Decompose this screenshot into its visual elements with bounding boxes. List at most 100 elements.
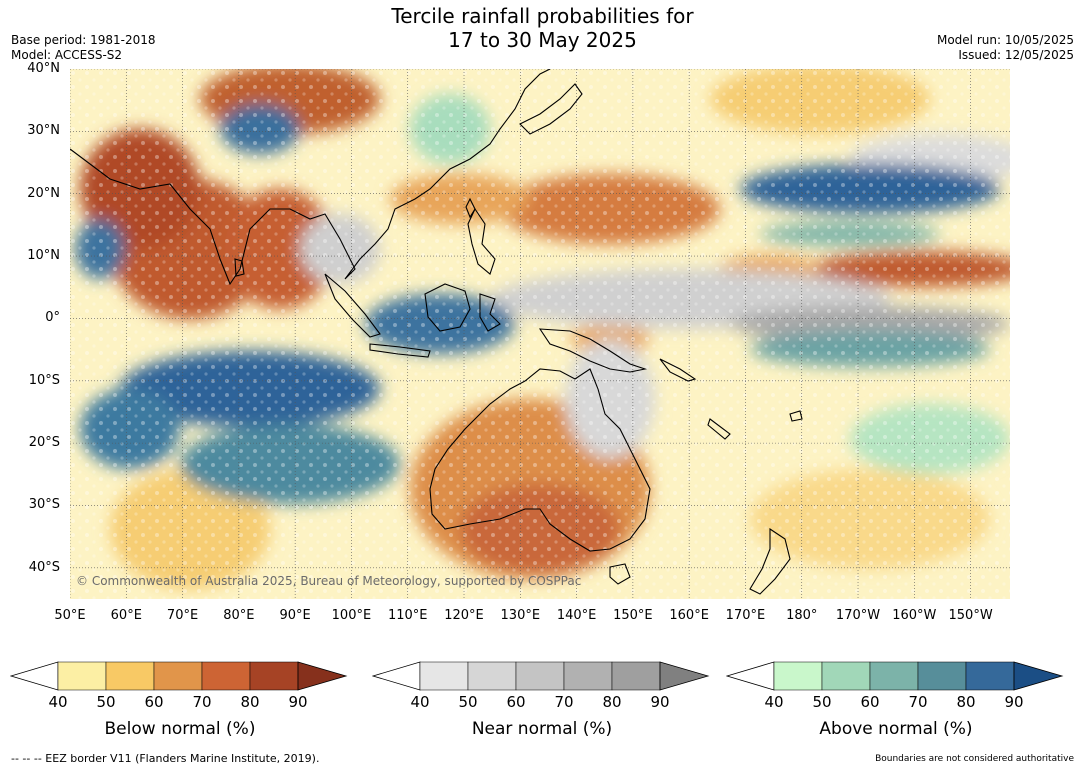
longitude-label: 80°E (223, 608, 255, 623)
above-normal-title: Above normal (%) (819, 719, 973, 739)
coast-java (369, 343, 431, 358)
longitude-label: 90°E (279, 608, 311, 623)
coast-taiwan (465, 197, 476, 219)
model-name: Model: ACCESS-S2 (11, 48, 123, 62)
coastlines (70, 69, 803, 595)
above-colorbar-tick-label: 80 (956, 693, 976, 711)
below-colorbar-swatch (201, 661, 251, 691)
latitude-label: 30°S (28, 497, 60, 513)
below-colorbar-swatch (153, 661, 203, 691)
longitude-label: 150°E (613, 608, 653, 623)
below-colorbar-max-triangle (297, 661, 348, 691)
latitude-label: 10°S (28, 372, 60, 388)
near-colorbar-swatch (611, 661, 661, 691)
below-colorbar-min-triangle (10, 661, 59, 691)
above-colorbar-tick-label: 90 (1004, 693, 1024, 711)
above-colorbar-tick-label: 70 (908, 693, 928, 711)
coast-borneo (424, 283, 471, 332)
near-colorbar-swatch (419, 661, 469, 691)
longitude-label: 120°E (444, 608, 484, 623)
above-colorbar-swatch (773, 661, 823, 691)
graticule (70, 69, 1010, 599)
above-colorbar-swatch (965, 661, 1015, 691)
coast-sri-lanka (234, 258, 245, 277)
near-colorbar-tick-label: 80 (602, 693, 622, 711)
near-colorbar-tick-label: 60 (506, 693, 526, 711)
longitude-label: 140°E (556, 608, 597, 623)
longitude-label: 130°E (500, 608, 541, 623)
coast-australia (429, 368, 651, 552)
below-colorbar-tick-label: 50 (96, 693, 116, 711)
coast-new-guinea (538, 328, 648, 373)
below-colorbar-swatch (57, 661, 107, 691)
above-colorbar-swatch (917, 661, 967, 691)
coast-japan (519, 83, 583, 135)
below-colorbar-tick-label: 40 (48, 693, 68, 711)
coast-philippines (467, 207, 496, 275)
colorbar-near-normal (372, 661, 710, 691)
longitude-label: 110°E (387, 608, 428, 623)
longitude-label: 160°W (892, 608, 937, 623)
near-colorbar-tick-label: 50 (458, 693, 478, 711)
issued-date: Issued: 12/05/2025 (958, 48, 1074, 62)
coast-asia-mainland (70, 69, 551, 286)
near-colorbar-tick-label: 90 (650, 693, 670, 711)
below-colorbar-swatch (105, 661, 155, 691)
longitude-label: 60°E (110, 608, 142, 623)
latitude-label: 40°S (28, 559, 60, 575)
longitude-label: 170°W (835, 608, 881, 623)
coast-tasmania (609, 563, 631, 585)
latitude-label: 10°N (27, 248, 60, 264)
above-colorbar-tick-label: 40 (764, 693, 784, 711)
coast-new-zealand (749, 527, 791, 595)
coast-new-caledonia (707, 418, 731, 440)
near-colorbar-max-triangle (659, 661, 710, 691)
latitude-label: 0° (45, 310, 60, 326)
below-colorbar-swatch (249, 661, 299, 691)
above-colorbar-swatch (869, 661, 919, 691)
longitude-label: 180° (786, 608, 818, 623)
base-period: Base period: 1981-2018 (11, 33, 156, 47)
near-colorbar-swatch (563, 661, 613, 691)
near-colorbar-swatch (515, 661, 565, 691)
latitude-label: 20°S (28, 435, 60, 451)
below-colorbar-tick-label: 80 (240, 693, 260, 711)
coast-solomons (659, 358, 697, 382)
meta-right: Model run: 10/05/2025 Issued: 12/05/2025 (937, 33, 1074, 63)
copyright-notice: © Commonwealth of Australia 2025, Bureau… (76, 574, 581, 588)
eez-note: -- -- -- EEZ border V11 (Flanders Marine… (11, 752, 320, 765)
below-colorbar-tick-label: 60 (144, 693, 164, 711)
model-run: Model run: 10/05/2025 (936, 33, 1074, 47)
near-colorbar-min-triangle (372, 661, 421, 691)
latitude-label: 20°N (27, 185, 60, 201)
below-colorbar-tick-label: 90 (288, 693, 308, 711)
map-title: Tercile rainfall probabilities for 17 to… (0, 4, 1085, 52)
longitude-label: 70°E (166, 608, 199, 623)
longitude-label: 100°E (331, 608, 372, 623)
near-colorbar-tick-label: 40 (410, 693, 430, 711)
boundaries-note: Boundaries are not considered authoritat… (875, 754, 1074, 764)
longitude-label: 50°E (54, 608, 86, 623)
near-colorbar-swatch (467, 661, 517, 691)
above-colorbar-min-triangle (726, 661, 775, 691)
title-line-1: Tercile rainfall probabilities for (391, 4, 694, 28)
near-colorbar-tick-label: 70 (554, 693, 574, 711)
below-normal-title: Below normal (%) (104, 719, 256, 739)
map-texture (70, 69, 1010, 599)
below-colorbar-tick-label: 70 (192, 693, 212, 711)
latitude-label: 40°N (27, 61, 60, 76)
above-colorbar-swatch (821, 661, 871, 691)
above-colorbar-tick-label: 50 (812, 693, 832, 711)
map-svg: © Commonwealth of Australia 2025, Bureau… (70, 69, 1010, 599)
longitude-label: 170°E (725, 608, 766, 623)
longitude-label: 150°W (948, 608, 993, 623)
longitude-label: 160°E (669, 608, 709, 623)
coast-sumatra (324, 273, 381, 338)
colorbar-above-normal (726, 661, 1064, 691)
latitude-label: 30°N (27, 123, 60, 139)
colorbar-below-normal (10, 661, 348, 691)
above-colorbar-max-triangle (1013, 661, 1064, 691)
coast-fiji (789, 410, 803, 422)
coast-sulawesi (479, 293, 501, 332)
title-line-2: 17 to 30 May 2025 (448, 28, 637, 52)
